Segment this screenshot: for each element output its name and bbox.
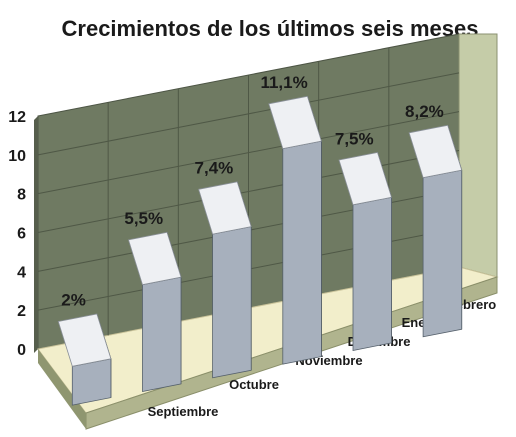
y-tick-label: 8 [17, 187, 26, 204]
bar-1 [127, 231, 182, 392]
bar-top-face [198, 181, 252, 235]
y-axis-ticks: 0 2 4 6 8 10 12 [8, 109, 26, 359]
bar-top-face [127, 231, 182, 286]
y-tick-label: 0 [17, 342, 26, 359]
bar-front-face [142, 276, 182, 392]
bar-front-face [352, 196, 392, 351]
bar-top-face [408, 124, 463, 179]
data-label: 8,2% [405, 102, 444, 121]
bar-2 [198, 181, 252, 379]
left-wall-edge [34, 116, 38, 353]
y-tick-label: 10 [8, 148, 26, 165]
bar-front-face [212, 226, 252, 379]
y-tick-label: 4 [17, 264, 26, 281]
y-tick-label: 6 [17, 226, 26, 243]
data-label: 2% [61, 291, 86, 310]
x-tick-label: Octubre [229, 377, 279, 392]
bar-top-face [268, 95, 322, 150]
bar-0 [57, 313, 112, 406]
bar-top-face [338, 152, 393, 206]
bar-top-face [57, 313, 112, 367]
bar-front-face [282, 140, 322, 365]
bar-front-face [71, 358, 112, 406]
data-label: 11,1% [260, 73, 307, 92]
bar-4 [338, 152, 393, 351]
chart-title: Crecimientos de los últimos seis meses [62, 16, 479, 41]
y-tick-label: 12 [8, 109, 26, 126]
data-label: 7,5% [335, 129, 374, 148]
bar-5 [408, 124, 463, 338]
y-tick-label: 2 [17, 303, 26, 320]
bars [57, 95, 463, 406]
floor-left-edge [38, 349, 86, 429]
data-label: 5,5% [124, 209, 163, 228]
data-labels: 2% 5,5% 7,4% 11,1% 7,5% 8,2% [61, 73, 443, 310]
bar-front-face [422, 169, 463, 338]
bar-3 [268, 95, 322, 365]
side-wall [458, 33, 498, 278]
x-tick-label: Septiembre [148, 404, 219, 419]
data-label: 7,4% [195, 159, 234, 178]
